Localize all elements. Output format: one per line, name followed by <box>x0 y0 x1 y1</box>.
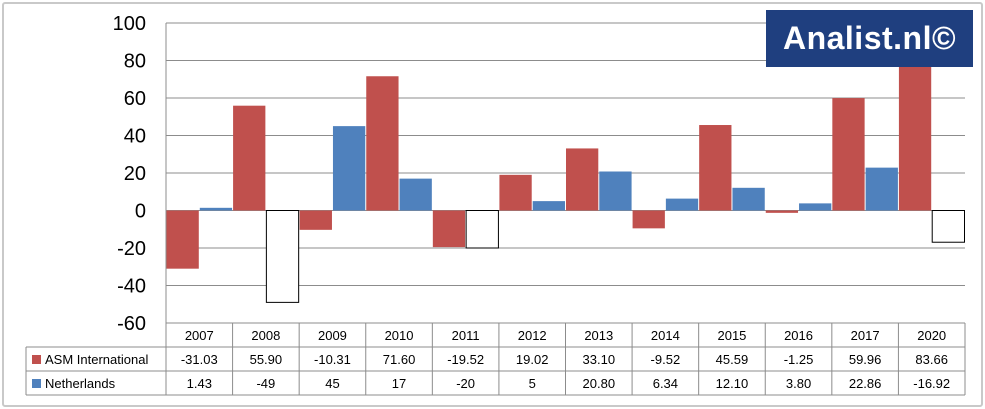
x-tick-label: 2013 <box>584 328 613 343</box>
data-label: -1.25 <box>784 352 814 367</box>
bar-asm-international <box>765 210 799 213</box>
y-tick-label: 40 <box>124 126 146 148</box>
analist-logo: Analist.nl© <box>766 10 973 67</box>
legend-label-netherlands: Netherlands <box>45 376 116 391</box>
bar-netherlands <box>799 203 832 211</box>
bar-netherlands <box>532 201 565 211</box>
data-label: -49 <box>256 376 275 391</box>
data-label: 1.43 <box>187 376 212 391</box>
data-label: 45 <box>325 376 339 391</box>
legend-key-asm-international <box>32 355 41 364</box>
x-tick-label: 2015 <box>717 328 746 343</box>
data-label: -20 <box>456 376 475 391</box>
data-label: -10.31 <box>314 352 351 367</box>
x-tick-label: 2007 <box>185 328 214 343</box>
y-tick-label: 80 <box>124 51 146 73</box>
x-tick-label: 2008 <box>251 328 280 343</box>
bar-asm-international <box>632 210 665 229</box>
y-tick-label: 100 <box>113 13 146 35</box>
data-label: 3.80 <box>786 376 811 391</box>
bar-netherlands <box>665 198 699 211</box>
data-label: 20.80 <box>583 376 616 391</box>
x-tick-label: 2016 <box>784 328 813 343</box>
data-label: 59.96 <box>849 352 882 367</box>
bar-asm-international <box>898 53 932 211</box>
data-label: 17 <box>392 376 406 391</box>
y-tick-label: 60 <box>124 88 146 110</box>
y-tick-label: -60 <box>117 313 146 335</box>
x-tick-label: 2014 <box>651 328 680 343</box>
bar-asm-international <box>299 210 332 230</box>
legend-label-asm-international: ASM International <box>45 352 148 367</box>
y-tick-label: 20 <box>124 163 146 185</box>
data-label: 19.02 <box>516 352 549 367</box>
x-tick-label: 2011 <box>452 328 480 343</box>
x-tick-label: 2010 <box>385 328 414 343</box>
data-label: 5 <box>529 376 536 391</box>
bar-asm-international <box>832 98 865 211</box>
bar-netherlands <box>465 210 499 249</box>
data-label: -19.52 <box>447 352 484 367</box>
bar-netherlands <box>732 187 765 211</box>
bar-netherlands <box>599 171 632 211</box>
data-label: 22.86 <box>849 376 882 391</box>
bar-asm-international <box>566 148 599 211</box>
y-tick-label: -40 <box>117 276 146 298</box>
data-label: -9.52 <box>651 352 681 367</box>
data-label: 45.59 <box>716 352 749 367</box>
bar-netherlands <box>332 126 366 211</box>
data-label: -16.92 <box>913 376 950 391</box>
x-tick-label: 2020 <box>917 328 946 343</box>
y-tick-label: -20 <box>117 238 146 260</box>
x-tick-label: 2012 <box>518 328 547 343</box>
x-tick-label: 2009 <box>318 328 347 343</box>
data-label: 33.10 <box>583 352 616 367</box>
bar-asm-international <box>166 210 199 269</box>
bar-netherlands <box>265 210 300 303</box>
data-label: 71.60 <box>383 352 416 367</box>
bar-netherlands <box>865 167 898 211</box>
bar-netherlands <box>199 207 233 211</box>
data-label: 55.90 <box>250 352 283 367</box>
bar-netherlands <box>399 178 432 211</box>
bar-asm-international <box>699 125 732 211</box>
bar-asm-international <box>233 105 266 211</box>
y-tick-label: 0 <box>135 201 146 223</box>
data-label: 83.66 <box>915 352 948 367</box>
x-tick-label: 2017 <box>851 328 880 343</box>
bar-asm-international <box>366 76 399 211</box>
data-label: 12.10 <box>716 376 749 391</box>
data-label: -31.03 <box>181 352 218 367</box>
bar-asm-international <box>432 210 466 248</box>
legend-key-netherlands <box>32 379 41 388</box>
bar-netherlands <box>931 210 965 243</box>
data-label: 6.34 <box>653 376 678 391</box>
bar-asm-international <box>499 174 532 211</box>
